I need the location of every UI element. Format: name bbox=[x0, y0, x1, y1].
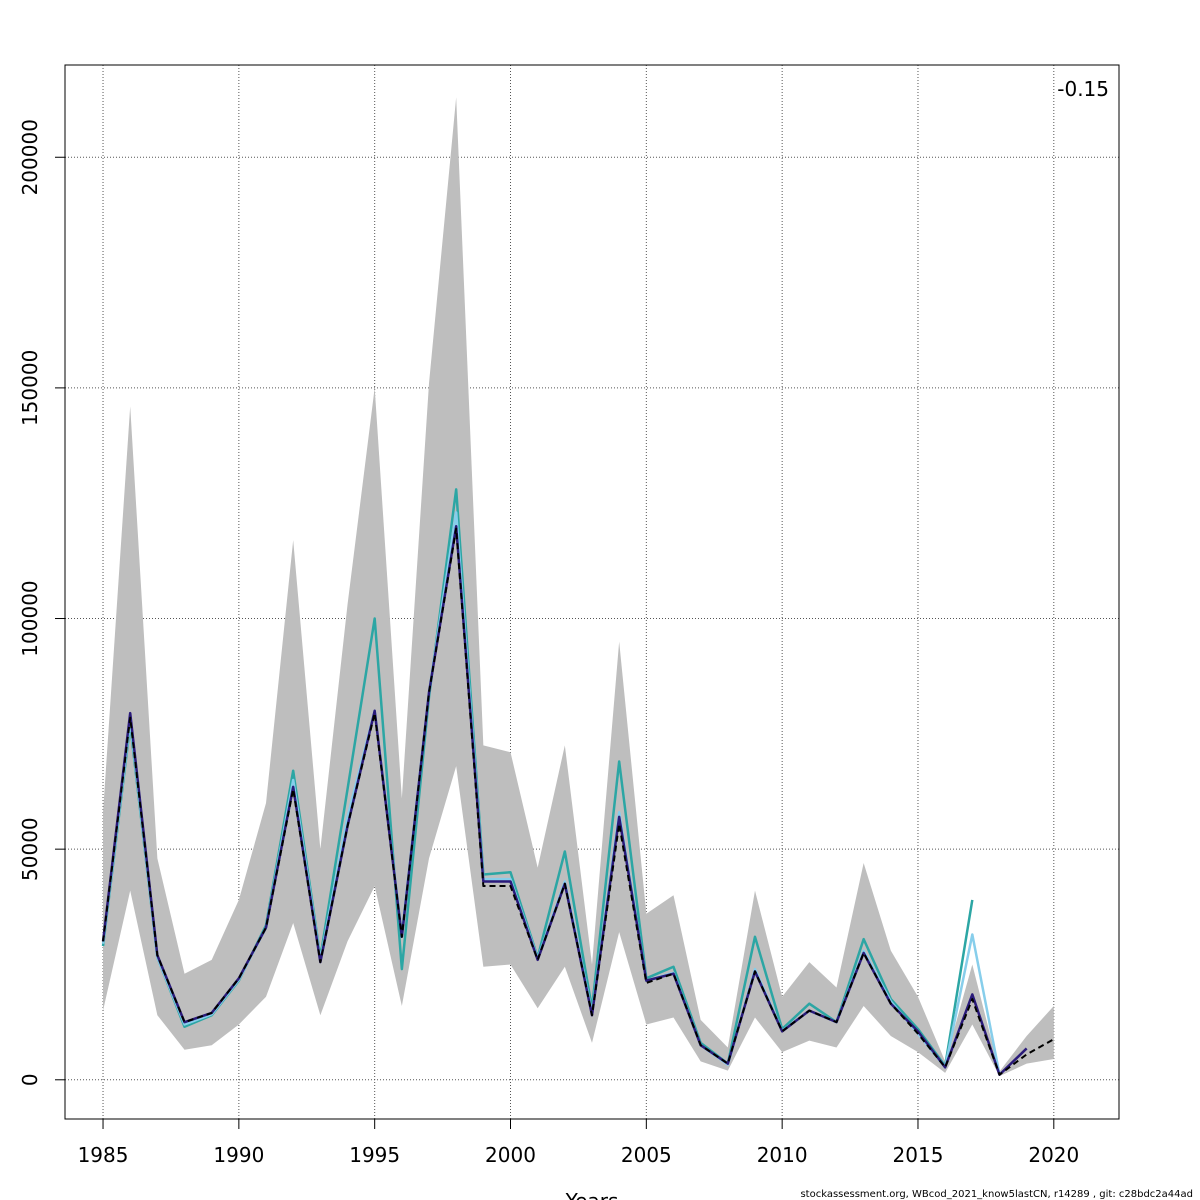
y-tick-label: 150000 bbox=[18, 350, 42, 426]
y-tick-label: 0 bbox=[18, 1073, 42, 1086]
x-tick-label: 2000 bbox=[485, 1143, 536, 1167]
x-tick-label: 1990 bbox=[213, 1143, 264, 1167]
y-tick-label: 200000 bbox=[18, 119, 42, 195]
x-axis-label: Years bbox=[565, 1189, 619, 1200]
x-tick-label: 2010 bbox=[757, 1143, 808, 1167]
x-tick-label: 1985 bbox=[78, 1143, 129, 1167]
y-axis: 0 50000 100000 150000 200000 bbox=[18, 119, 66, 1086]
annotation-value: -0.15 bbox=[1057, 77, 1109, 101]
x-tick-label: 2005 bbox=[621, 1143, 672, 1167]
series-line-4 bbox=[102, 527, 1055, 1076]
x-tick-label: 1995 bbox=[349, 1143, 400, 1167]
x-axis: 1985 1990 1995 2000 2005 2010 2015 2020 bbox=[78, 1118, 1079, 1167]
y-tick-label: 100000 bbox=[18, 580, 42, 656]
series-layer bbox=[101, 488, 1055, 1076]
footer-text: stockassessment.org, WBcod_2021_know5las… bbox=[800, 1189, 1193, 1200]
x-tick-label: 2020 bbox=[1028, 1143, 1079, 1167]
x-tick-label: 2015 bbox=[893, 1143, 944, 1167]
y-tick-label: 50000 bbox=[18, 817, 42, 881]
